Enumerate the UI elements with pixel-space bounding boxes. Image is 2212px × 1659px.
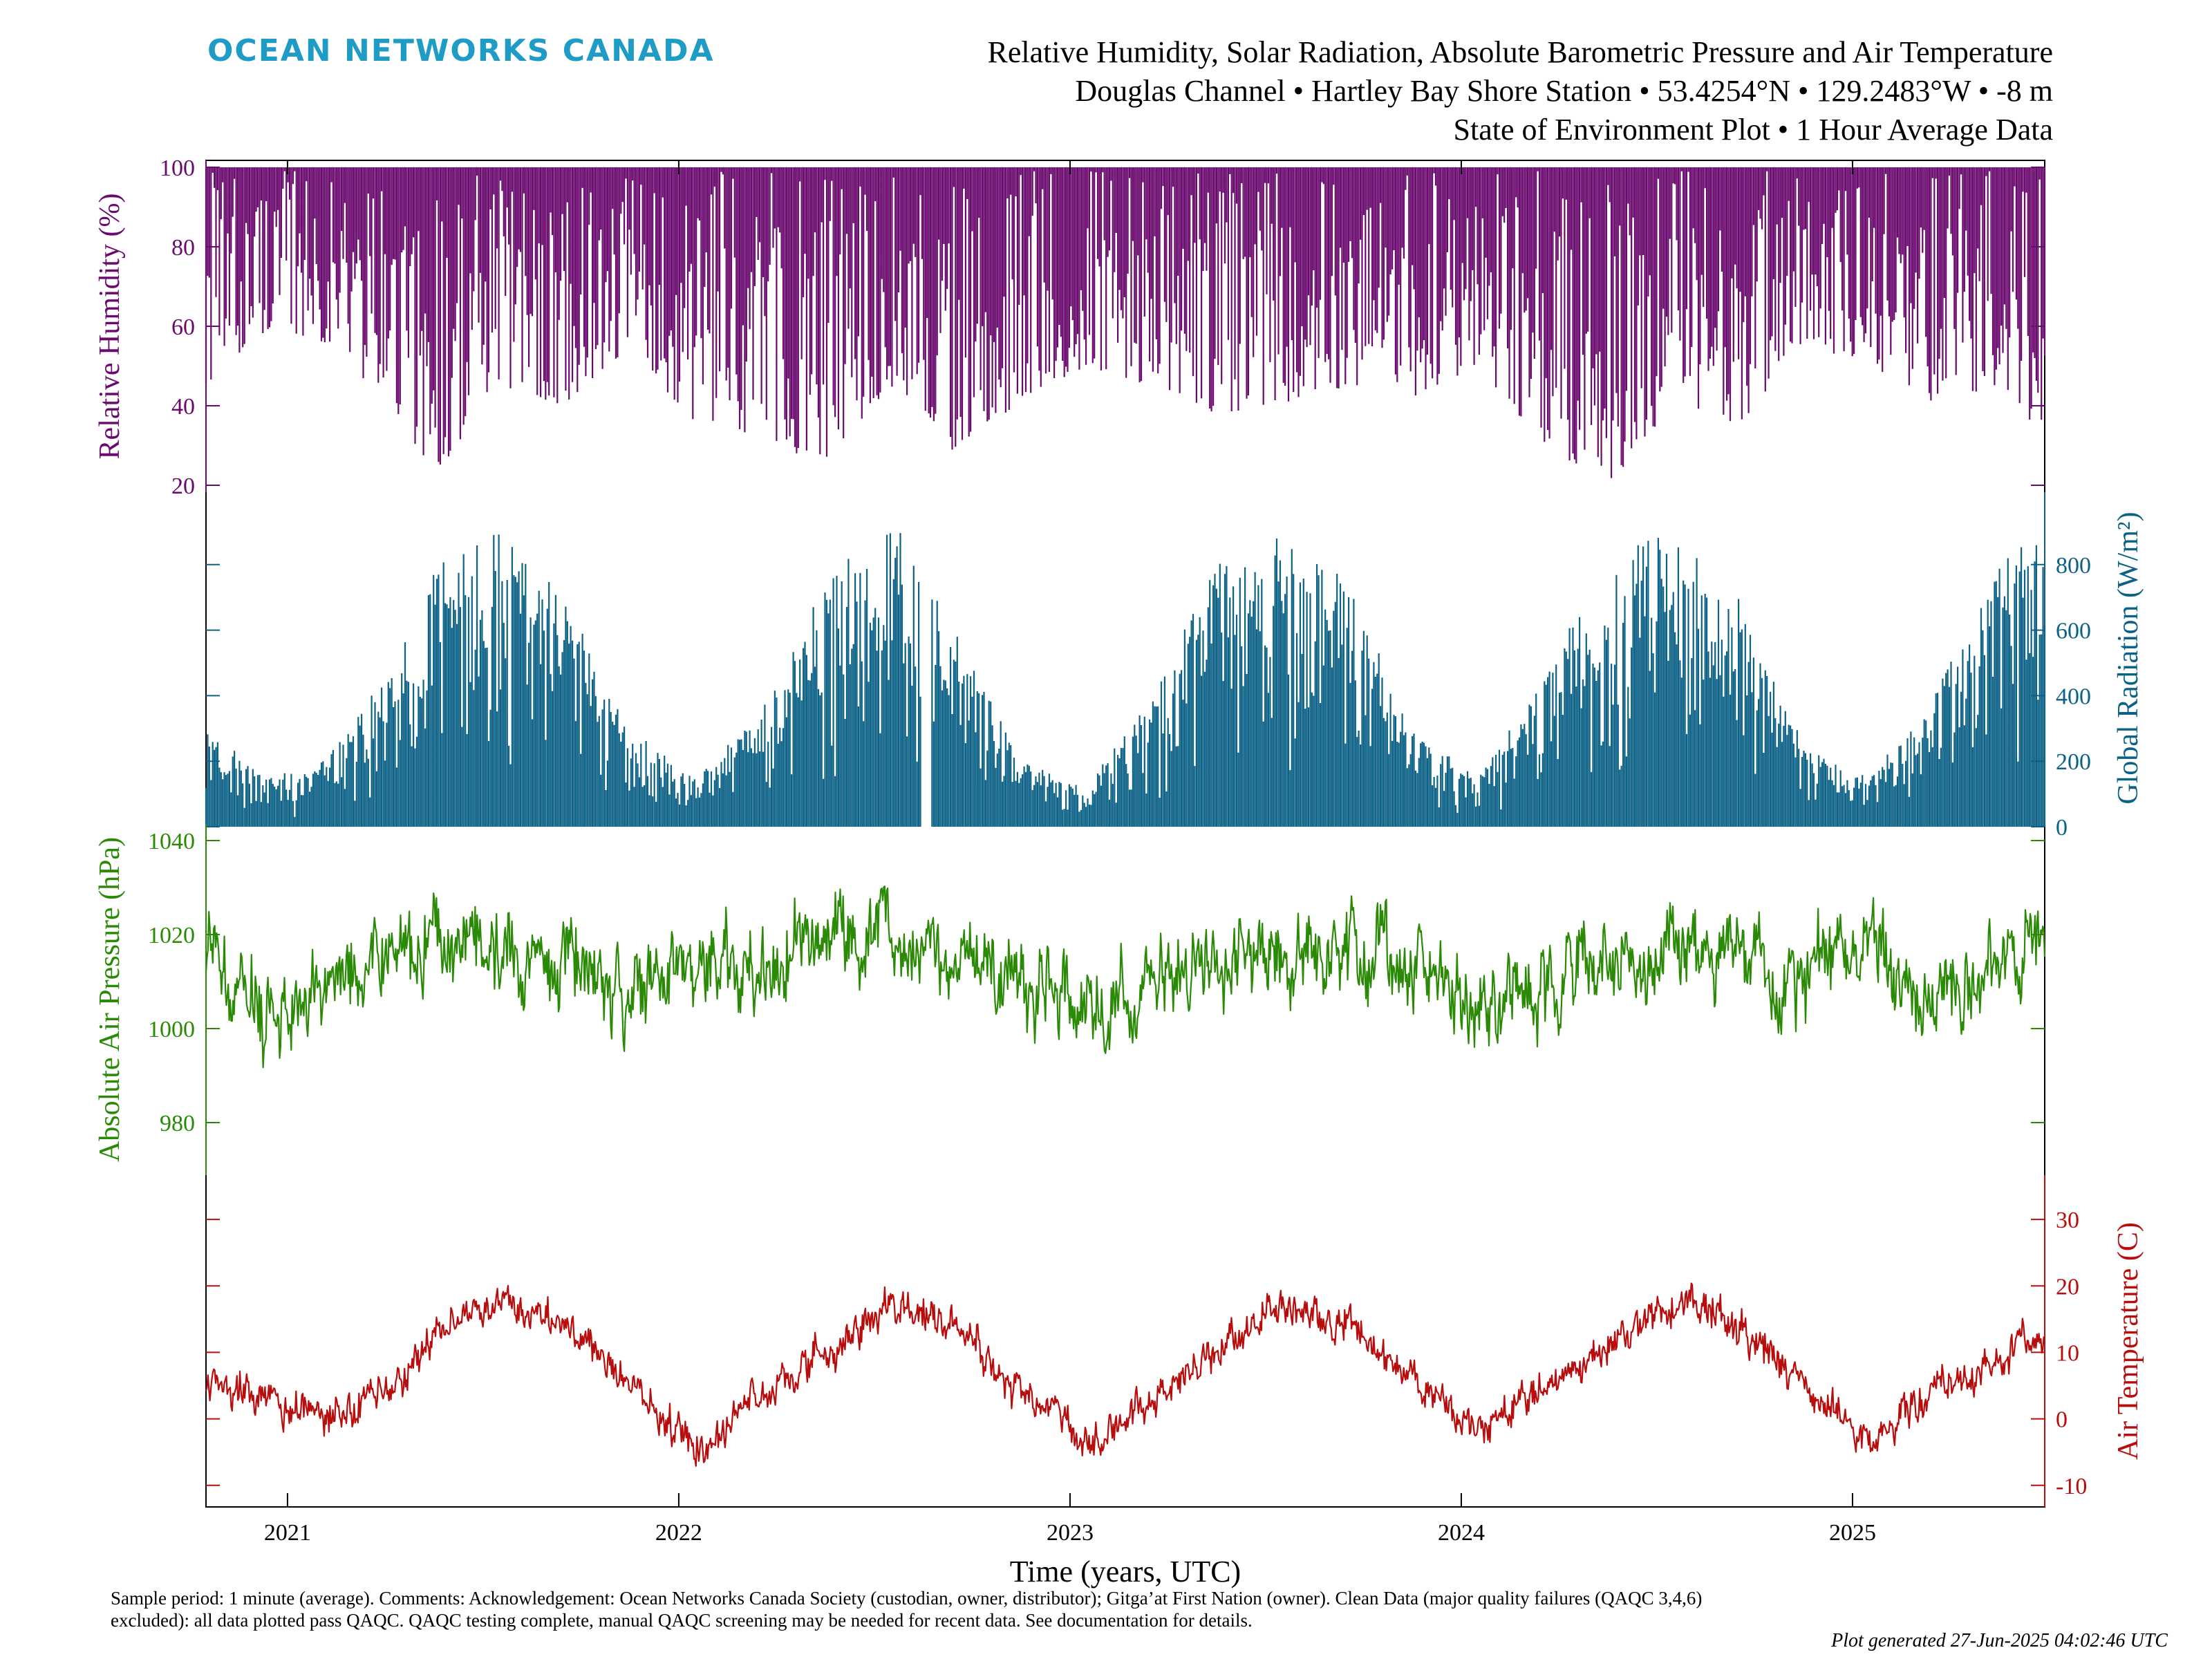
generated-timestamp: Plot generated 27-Jun-2025 04:02:46 UTC: [1831, 1630, 2168, 1651]
chart-subtitle-location: Douglas Channel • Hartley Bay Shore Stat…: [1075, 74, 2053, 108]
chart-title: Relative Humidity, Solar Radiation, Abso…: [987, 35, 2053, 69]
footnote: Sample period: 1 minute (average). Comme…: [111, 1588, 1703, 1631]
global-radiation-w-m-tick-label: 200: [2056, 749, 2091, 775]
global-radiation-w-m-bars: [205, 533, 2046, 827]
global-radiation-w-m-tick-label: 0: [2056, 815, 2068, 841]
brand-logo-text: OCEAN NETWORKS CANADA: [207, 33, 715, 68]
x-axis-label: Time (years, UTC): [1010, 1555, 1241, 1588]
relative-humidity-series: [205, 167, 2046, 478]
absolute-air-pressure-hpa-tick-label: 1040: [148, 829, 195, 854]
relative-humidity-bars: [205, 167, 2046, 478]
absolute-air-pressure-hpa-tick-label: 980: [160, 1111, 195, 1136]
relative-humidity-axis-label: Relative Humidity (%): [94, 194, 126, 460]
air-temperature-c-tick-label: 30: [2056, 1208, 2079, 1233]
absolute-air-pressure-hpa-tick-label: 1000: [148, 1017, 195, 1042]
absolute-air-pressure-hpa-axis-label: Absolute Air Pressure (hPa): [94, 837, 126, 1162]
absolute-air-pressure-hpa-tick-label: 1020: [148, 923, 195, 948]
global-radiation-w-m-axis-label: Global Radiation (W/m²): [2112, 512, 2144, 804]
x-tick-label: 2023: [1047, 1520, 1094, 1546]
relative-humidity-tick-label: 20: [171, 474, 195, 499]
air-temperature-c-line: [205, 1282, 2045, 1467]
absolute-air-pressure-hpa-series: [205, 885, 2046, 1069]
air-temperature-c-tick-label: 0: [2056, 1407, 2068, 1433]
air-temperature-c-tick-label: 10: [2056, 1340, 2079, 1366]
air-temperature-c-tick-label: 20: [2056, 1274, 2079, 1300]
air-temperature-c-tick-label: -10: [2056, 1474, 2087, 1499]
relative-humidity-tick-label: 40: [171, 394, 195, 420]
relative-humidity-tick-label: 60: [171, 315, 195, 340]
chart-subtitle-dataset: State of Environment Plot • 1 Hour Avera…: [1453, 113, 2054, 147]
absolute-air-pressure-hpa-line: [205, 885, 2046, 1069]
air-temperature-c-series: [205, 1282, 2045, 1467]
x-tick-label: 2022: [655, 1520, 702, 1546]
x-tick-label: 2024: [1438, 1520, 1485, 1546]
x-tick-label: 2021: [264, 1520, 311, 1546]
relative-humidity-tick-label: 80: [171, 235, 195, 261]
global-radiation-w-m-tick-label: 600: [2056, 619, 2091, 644]
air-temperature-c-axis-label: Air Temperature (C): [2112, 1222, 2144, 1460]
global-radiation-w-m-series: [205, 533, 2046, 827]
x-tick-label: 2025: [1829, 1520, 1876, 1546]
relative-humidity-tick-label: 100: [160, 156, 195, 181]
global-radiation-w-m-tick-label: 800: [2056, 553, 2091, 579]
global-radiation-w-m-tick-label: 400: [2056, 684, 2091, 709]
